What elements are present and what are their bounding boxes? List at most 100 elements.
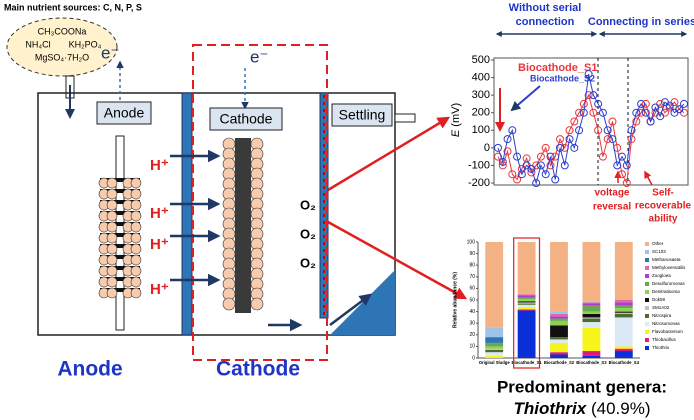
bead (130, 199, 142, 211)
cathode-rod (235, 138, 251, 313)
bead (130, 221, 142, 233)
y-tick-label: 100 (472, 124, 490, 136)
legend-swatch (645, 346, 649, 350)
y-tick-label: 0 (472, 355, 475, 361)
bar-segment (582, 351, 601, 356)
note: reversal (593, 202, 632, 213)
y-tick-label: 500 (472, 54, 490, 66)
bead (106, 265, 118, 277)
bar-segment (614, 313, 633, 318)
bar-segment (517, 303, 536, 305)
settling-box (331, 103, 393, 127)
y-tick-label: 60 (469, 286, 475, 292)
y-tick-label: -200 (468, 177, 490, 189)
y-tick-label: 80 (469, 263, 475, 269)
point (608, 117, 617, 126)
bar-segment (614, 351, 633, 358)
y-tick-label: 40 (469, 309, 475, 315)
link-arrow (327, 116, 451, 192)
point (622, 179, 631, 187)
bar-segment (582, 313, 601, 318)
legend-label: Methanosaeta (652, 257, 681, 262)
nutrient: NH₄Cl (25, 39, 50, 49)
bar-segment (550, 242, 568, 312)
bead (222, 297, 236, 311)
proton: H⁺ (150, 205, 169, 222)
bar-segment (550, 318, 568, 321)
bar-segment (582, 327, 601, 352)
point (551, 175, 560, 184)
point (579, 99, 588, 108)
legend-swatch (645, 322, 649, 326)
x-tick-label: Biocathode_S4 (609, 360, 640, 365)
bar-segment (550, 311, 568, 314)
nutrient-title: Main nutrient sources: C, N, P, S (4, 2, 142, 12)
genus: Thiothrix (514, 399, 588, 418)
bar-segment (614, 242, 633, 300)
legend-label: Thiothrix (652, 345, 670, 350)
bead (130, 188, 142, 200)
electron-label: e⁻ (250, 47, 268, 66)
point (541, 143, 550, 152)
legend-swatch (645, 338, 649, 342)
point (565, 135, 574, 144)
cathode-label-box (209, 107, 283, 131)
legend-swatch (645, 250, 649, 254)
bar-segment (582, 302, 601, 304)
bar-segment (550, 354, 568, 358)
point (603, 135, 612, 144)
settling-box-label: Settling (339, 107, 386, 123)
legend-arrow (510, 85, 541, 112)
bar-segment (582, 317, 601, 319)
cathode-title: Cathode (216, 358, 300, 381)
x-tick-label: Biocathode_S2 (544, 360, 575, 365)
footer-line: Predominant genera: (497, 377, 667, 396)
point (665, 101, 674, 110)
x-tick-label: Biocathode_S3 (576, 360, 607, 365)
legend-label: Desulfuromonas (652, 281, 686, 286)
bar-segment (485, 242, 504, 328)
bead (106, 254, 118, 266)
bead (130, 232, 142, 244)
bar-segment (517, 310, 536, 358)
bar-segment (582, 355, 601, 358)
bar-segment (550, 320, 568, 326)
y-tick-label: 20 (469, 332, 475, 338)
bar-segment (550, 342, 568, 353)
nutrient: CH₃COONa (38, 26, 87, 36)
bar-segment (550, 339, 568, 343)
legend-label: Nitrospira (652, 313, 672, 318)
point (594, 99, 603, 108)
bead (106, 199, 118, 211)
bar-segment (614, 317, 633, 347)
point (651, 103, 660, 112)
bead (130, 177, 142, 189)
bead (106, 243, 118, 255)
bar-segment (517, 302, 536, 304)
anode-box (96, 101, 152, 125)
bar-segment (517, 298, 536, 302)
bar-segment (582, 301, 601, 303)
bead (106, 221, 118, 233)
point (541, 170, 550, 179)
bar-segment (517, 304, 536, 308)
bead (106, 177, 118, 189)
bead (130, 243, 142, 255)
anode-plate (100, 200, 140, 204)
point (575, 126, 584, 135)
bar-segment (485, 349, 504, 353)
bar-segment (517, 295, 536, 298)
point (627, 126, 636, 135)
bar-segment (485, 352, 504, 356)
legend-label: Denitratisoma (652, 289, 680, 294)
bar-segment (517, 294, 536, 296)
bead (106, 287, 118, 299)
nutrient-ellipse (6, 17, 118, 77)
bar-segment (614, 312, 633, 314)
point (536, 161, 545, 170)
bar-segment (517, 297, 536, 299)
legend-label: Methyloversatilis (652, 265, 686, 270)
point (517, 170, 526, 179)
flow-arrow (329, 293, 372, 326)
series-line (497, 93, 685, 185)
